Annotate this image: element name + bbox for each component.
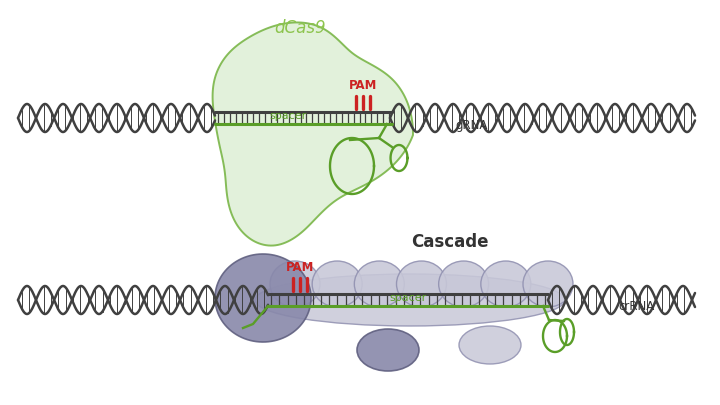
Ellipse shape bbox=[397, 261, 446, 307]
Text: PAM: PAM bbox=[348, 79, 377, 92]
Text: gRNA: gRNA bbox=[455, 119, 487, 132]
Ellipse shape bbox=[459, 326, 521, 364]
Text: spacer: spacer bbox=[390, 293, 427, 303]
Ellipse shape bbox=[438, 261, 489, 307]
Text: Cascade: Cascade bbox=[411, 233, 489, 251]
Text: spacer: spacer bbox=[270, 111, 307, 121]
Ellipse shape bbox=[481, 261, 531, 307]
Text: dCas9: dCas9 bbox=[274, 19, 326, 37]
Ellipse shape bbox=[354, 261, 405, 307]
Ellipse shape bbox=[523, 261, 573, 307]
Text: PAM: PAM bbox=[286, 261, 314, 274]
Ellipse shape bbox=[357, 329, 419, 371]
Ellipse shape bbox=[255, 274, 565, 326]
Ellipse shape bbox=[270, 261, 320, 307]
Polygon shape bbox=[215, 254, 311, 342]
Polygon shape bbox=[212, 22, 413, 245]
Text: crRNA: crRNA bbox=[618, 300, 654, 313]
Ellipse shape bbox=[312, 261, 362, 307]
